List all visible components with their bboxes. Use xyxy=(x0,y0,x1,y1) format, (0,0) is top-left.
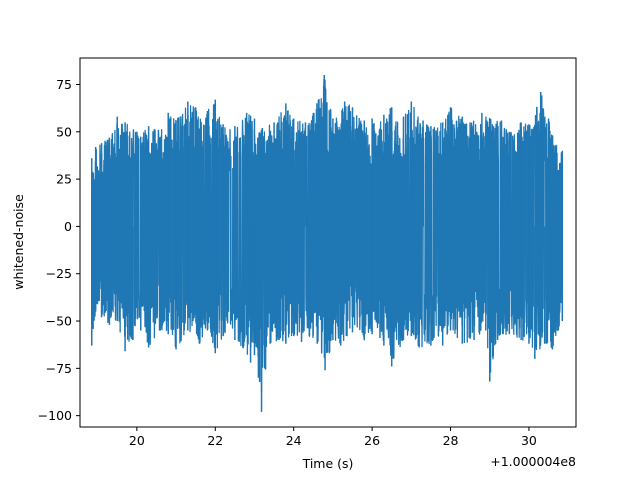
y-tick-label: 75 xyxy=(56,77,72,92)
y-tick-label: −75 xyxy=(46,361,72,376)
x-axis-ticks: 20 22 24 26 28 30 xyxy=(129,427,537,448)
y-tick-label: 25 xyxy=(56,172,72,187)
x-tick-label: 20 xyxy=(129,433,145,448)
series-peaks xyxy=(91,75,564,412)
plot-layer xyxy=(91,75,564,412)
x-tick-label: 28 xyxy=(443,433,459,448)
series-line-whitened-noise xyxy=(91,78,563,393)
y-tick-label: −100 xyxy=(38,408,72,423)
x-tick-label: 30 xyxy=(521,433,537,448)
y-tick-label: −25 xyxy=(46,266,72,281)
y-axis-label: whitened-noise xyxy=(11,194,26,290)
x-tick-label: 24 xyxy=(286,433,302,448)
y-tick-label: 50 xyxy=(56,124,72,139)
x-axis-label: Time (s) xyxy=(302,456,354,471)
x-axis-offset-label: +1.000004e8 xyxy=(490,454,576,469)
y-tick-label: −50 xyxy=(46,314,72,329)
y-axis-ticks: −100 −75 −50 −25 0 25 50 75 xyxy=(38,77,80,423)
y-tick-label: 0 xyxy=(64,219,72,234)
x-tick-label: 22 xyxy=(207,433,223,448)
x-tick-label: 26 xyxy=(364,433,380,448)
axes-frame xyxy=(79,57,577,428)
